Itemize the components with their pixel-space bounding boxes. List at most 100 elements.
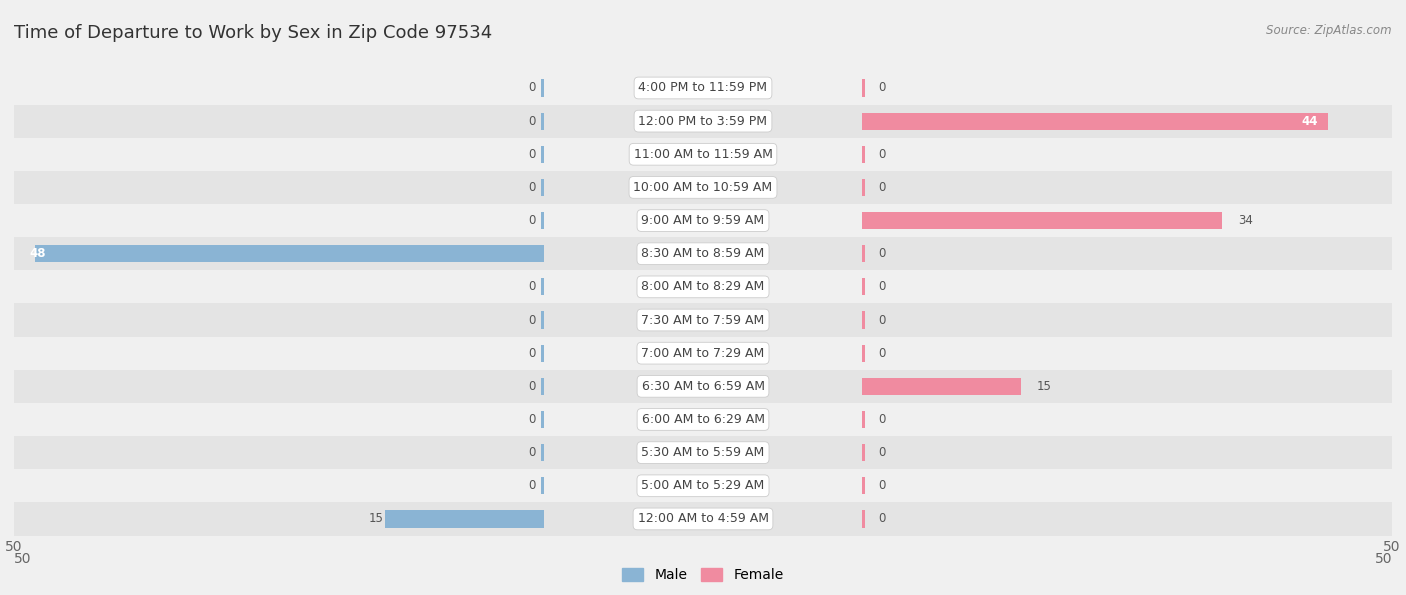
Text: 6:30 AM to 6:59 AM: 6:30 AM to 6:59 AM bbox=[641, 380, 765, 393]
Text: 0: 0 bbox=[877, 148, 886, 161]
Text: 0: 0 bbox=[877, 248, 886, 260]
Bar bbox=[544, 469, 862, 502]
Bar bbox=[541, 79, 544, 96]
Bar bbox=[544, 71, 862, 105]
Bar bbox=[544, 502, 862, 536]
Text: 6:00 AM to 6:29 AM: 6:00 AM to 6:29 AM bbox=[641, 413, 765, 426]
Bar bbox=[544, 270, 862, 303]
Bar bbox=[541, 179, 544, 196]
Bar bbox=[14, 469, 544, 502]
Bar bbox=[14, 171, 544, 204]
Text: 5:30 AM to 5:59 AM: 5:30 AM to 5:59 AM bbox=[641, 446, 765, 459]
Bar bbox=[541, 278, 544, 296]
Bar bbox=[862, 179, 865, 196]
Text: 0: 0 bbox=[529, 314, 536, 327]
Text: 0: 0 bbox=[877, 347, 886, 359]
Bar bbox=[544, 171, 862, 204]
Text: 48: 48 bbox=[30, 248, 46, 260]
Text: 0: 0 bbox=[529, 413, 536, 426]
Bar bbox=[862, 337, 1392, 369]
Text: 9:00 AM to 9:59 AM: 9:00 AM to 9:59 AM bbox=[641, 214, 765, 227]
Bar bbox=[14, 237, 544, 270]
Text: 15: 15 bbox=[370, 512, 384, 525]
Bar bbox=[862, 71, 1392, 105]
Bar bbox=[862, 477, 865, 494]
Bar bbox=[14, 502, 544, 536]
Bar bbox=[862, 137, 1392, 171]
Bar bbox=[541, 477, 544, 494]
Bar bbox=[385, 511, 544, 528]
Bar bbox=[14, 369, 544, 403]
Bar bbox=[544, 204, 862, 237]
Bar bbox=[862, 369, 1392, 403]
Bar bbox=[862, 444, 865, 461]
Text: 7:00 AM to 7:29 AM: 7:00 AM to 7:29 AM bbox=[641, 347, 765, 359]
Bar bbox=[544, 337, 862, 369]
Bar bbox=[862, 436, 1392, 469]
Text: 0: 0 bbox=[877, 480, 886, 492]
Bar bbox=[862, 212, 1222, 229]
Bar bbox=[862, 511, 865, 528]
Bar bbox=[544, 369, 862, 403]
Bar bbox=[862, 270, 1392, 303]
Bar bbox=[862, 411, 865, 428]
Text: 12:00 PM to 3:59 PM: 12:00 PM to 3:59 PM bbox=[638, 115, 768, 127]
Text: 0: 0 bbox=[877, 181, 886, 194]
Bar bbox=[862, 303, 1392, 337]
Bar bbox=[541, 378, 544, 395]
Bar bbox=[544, 237, 862, 270]
Bar bbox=[541, 444, 544, 461]
Text: 10:00 AM to 10:59 AM: 10:00 AM to 10:59 AM bbox=[634, 181, 772, 194]
Text: 0: 0 bbox=[877, 82, 886, 95]
Text: 7:30 AM to 7:59 AM: 7:30 AM to 7:59 AM bbox=[641, 314, 765, 327]
Text: 15: 15 bbox=[1036, 380, 1052, 393]
Bar bbox=[541, 212, 544, 229]
Text: 0: 0 bbox=[529, 148, 536, 161]
Bar bbox=[14, 204, 544, 237]
Text: 11:00 AM to 11:59 AM: 11:00 AM to 11:59 AM bbox=[634, 148, 772, 161]
Bar bbox=[544, 403, 862, 436]
Bar bbox=[862, 79, 865, 96]
Text: 50: 50 bbox=[14, 552, 31, 566]
Bar bbox=[862, 245, 865, 262]
Text: 0: 0 bbox=[529, 181, 536, 194]
Bar bbox=[541, 146, 544, 163]
Bar bbox=[14, 71, 544, 105]
Bar bbox=[14, 303, 544, 337]
Bar bbox=[862, 237, 1392, 270]
Text: 0: 0 bbox=[877, 314, 886, 327]
Bar bbox=[862, 146, 865, 163]
Text: 8:00 AM to 8:29 AM: 8:00 AM to 8:29 AM bbox=[641, 280, 765, 293]
Bar bbox=[544, 436, 862, 469]
Text: 0: 0 bbox=[529, 214, 536, 227]
Bar bbox=[14, 436, 544, 469]
Bar bbox=[544, 303, 862, 337]
Bar bbox=[862, 403, 1392, 436]
Text: 0: 0 bbox=[529, 380, 536, 393]
Bar bbox=[14, 337, 544, 369]
Bar bbox=[862, 112, 1329, 130]
Text: 44: 44 bbox=[1301, 115, 1317, 127]
Text: 8:30 AM to 8:59 AM: 8:30 AM to 8:59 AM bbox=[641, 248, 765, 260]
Text: 12:00 AM to 4:59 AM: 12:00 AM to 4:59 AM bbox=[637, 512, 769, 525]
Text: 0: 0 bbox=[529, 115, 536, 127]
Bar bbox=[862, 171, 1392, 204]
Text: Source: ZipAtlas.com: Source: ZipAtlas.com bbox=[1267, 24, 1392, 37]
Text: 0: 0 bbox=[529, 480, 536, 492]
Bar bbox=[541, 112, 544, 130]
Text: 0: 0 bbox=[529, 280, 536, 293]
Legend: Male, Female: Male, Female bbox=[623, 568, 783, 582]
Text: 34: 34 bbox=[1239, 214, 1253, 227]
Bar bbox=[862, 378, 1021, 395]
Bar bbox=[14, 105, 544, 137]
Text: 0: 0 bbox=[877, 446, 886, 459]
Bar bbox=[862, 469, 1392, 502]
Text: 0: 0 bbox=[877, 413, 886, 426]
Text: 0: 0 bbox=[877, 512, 886, 525]
Text: 0: 0 bbox=[529, 347, 536, 359]
Bar bbox=[14, 403, 544, 436]
Text: 4:00 PM to 11:59 PM: 4:00 PM to 11:59 PM bbox=[638, 82, 768, 95]
Bar bbox=[862, 345, 865, 362]
Bar bbox=[862, 204, 1392, 237]
Text: Time of Departure to Work by Sex in Zip Code 97534: Time of Departure to Work by Sex in Zip … bbox=[14, 24, 492, 42]
